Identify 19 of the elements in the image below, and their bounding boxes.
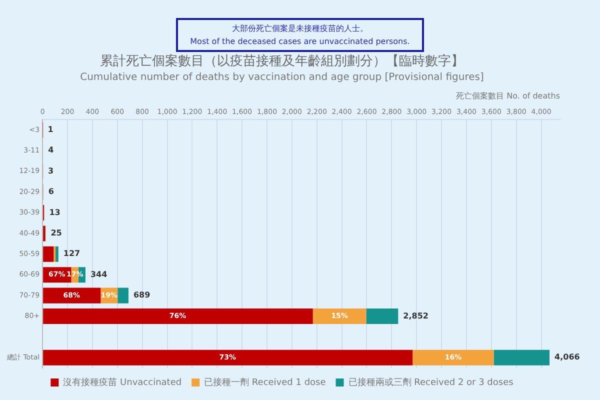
- legend-label: 已接種兩或三劑 Received 2 or 3 doses: [348, 376, 514, 388]
- legend-label: 沒有接種疫苗 Unvaccinated: [63, 376, 182, 388]
- total-label: 344: [90, 270, 108, 279]
- total-label: 25: [50, 228, 62, 238]
- chart-title: 累計死亡個案數目（以疫苗接種及年齡組別劃分）【臨時數字】: [100, 53, 464, 70]
- total-label: 13: [49, 208, 60, 217]
- text: 大部份死亡個案是未接種疫苗的人士。: [230, 23, 369, 35]
- total-label: 2,852: [403, 311, 428, 320]
- total-label: 127: [63, 249, 80, 258]
- text: Most of the deceased cases are unvaccinated persons.: [190, 36, 410, 48]
- legend-label: 已接種一劑 Received 1 dose: [204, 376, 326, 388]
- x-axis-title: 死亡個案數目 No. of deaths: [456, 91, 560, 100]
- total-label: 3: [48, 166, 54, 176]
- total-label: 689: [133, 290, 151, 300]
- total-label: 4: [48, 146, 54, 155]
- total-label: 4,066: [554, 352, 580, 362]
- total-label: 1: [48, 125, 54, 134]
- total-label: 6: [48, 187, 54, 196]
- chart-subtitle: Cumulative number of deaths by vaccination and age group [Provisional figures]: [80, 72, 484, 84]
